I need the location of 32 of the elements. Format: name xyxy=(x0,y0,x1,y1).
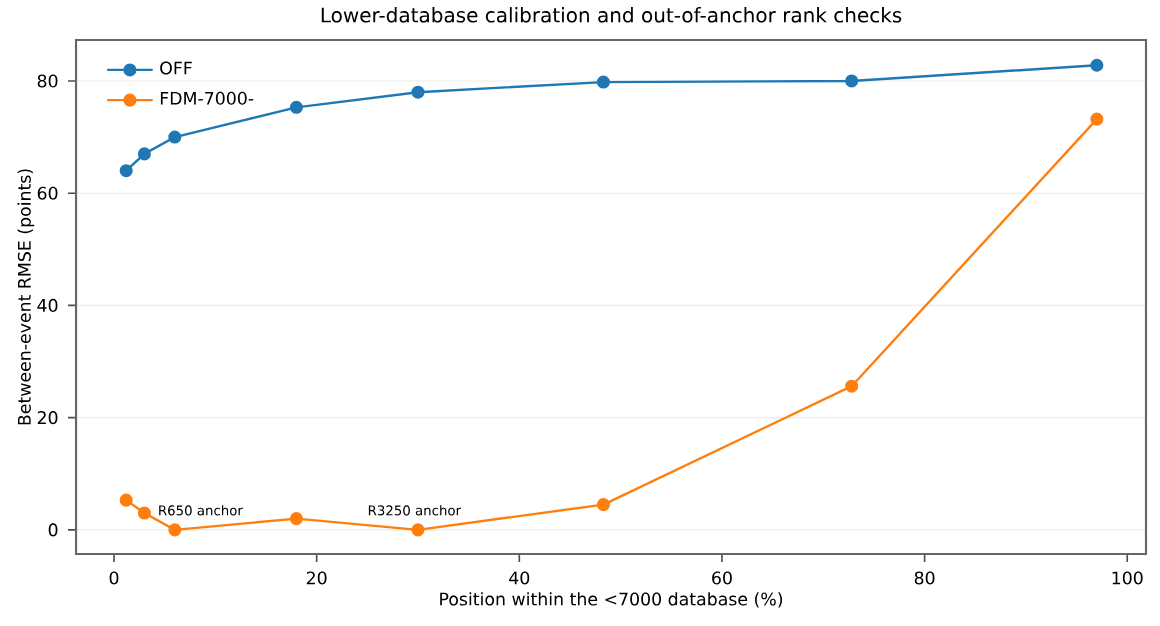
legend-label: FDM-7000- xyxy=(160,91,254,105)
point xyxy=(596,75,610,89)
x-tick-label: 40 xyxy=(509,571,530,585)
point xyxy=(1090,112,1104,126)
point xyxy=(137,506,151,520)
point xyxy=(119,493,133,507)
y-tick-label: 60 xyxy=(37,186,58,200)
x-tick-label: 80 xyxy=(914,571,935,585)
point xyxy=(845,379,859,393)
y-axis-title: Between-event RMSE (points) xyxy=(17,169,35,425)
point xyxy=(137,147,151,161)
x-tick-label: 100 xyxy=(1112,571,1143,585)
y-tick-label: 40 xyxy=(37,298,58,312)
point xyxy=(168,523,182,537)
point xyxy=(289,100,303,114)
point xyxy=(411,523,425,537)
legend-label: OFF xyxy=(160,61,192,75)
point xyxy=(845,74,859,88)
y-tick-label: 80 xyxy=(37,74,58,88)
x-tick-label: 60 xyxy=(712,571,732,585)
point xyxy=(119,164,133,178)
point xyxy=(168,130,182,144)
point xyxy=(411,85,425,99)
x-axis-title: Position within the <7000 database (%) xyxy=(440,592,783,608)
point xyxy=(289,512,303,526)
point xyxy=(596,498,610,512)
x-tick-label: 20 xyxy=(306,571,327,585)
chart-title: Lower-database calibration and out-of-anchor rank checks xyxy=(321,7,902,23)
x-tick-label: 0 xyxy=(109,571,119,585)
y-tick-label: 0 xyxy=(48,523,58,537)
y-tick-label: 20 xyxy=(37,411,58,425)
point xyxy=(1090,58,1104,72)
